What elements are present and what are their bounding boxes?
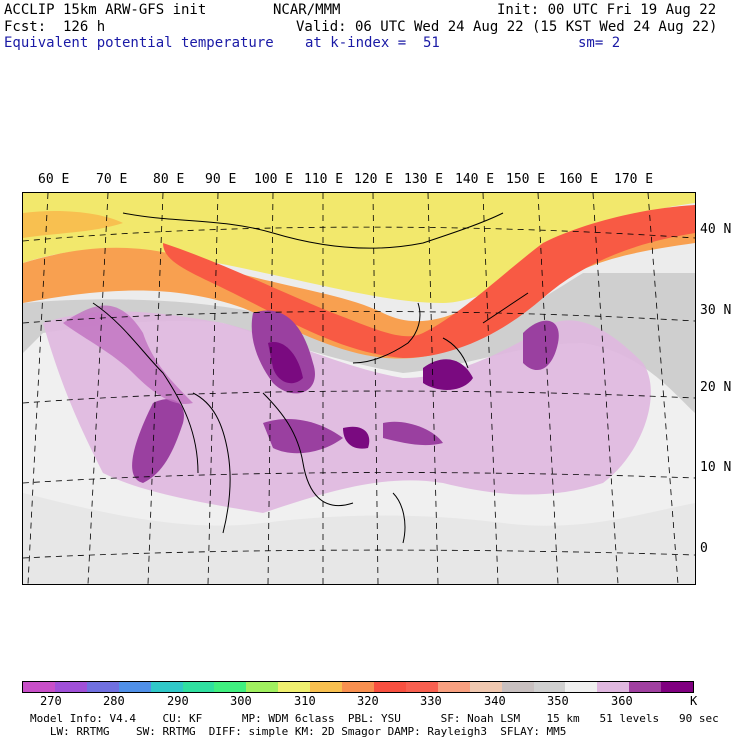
lat-label: 40 N <box>700 222 732 237</box>
colorbar-tick: 290 <box>167 694 189 708</box>
colorbar-swatch <box>246 682 279 692</box>
colorbar-swatch <box>501 682 534 692</box>
lat-label: 20 N <box>700 380 732 395</box>
colorbar-swatch <box>373 682 406 692</box>
colorbar-tick: 320 <box>357 694 379 708</box>
map-panel <box>22 192 696 585</box>
lon-label: 170 E <box>614 172 654 187</box>
lon-label: 70 E <box>96 172 128 187</box>
title-model: ACCLIP 15km ARW-GFS init <box>4 2 207 18</box>
lat-label: 0 <box>700 541 708 556</box>
model-info-line2: LW: RRTMG SW: RRTMG DIFF: simple KM: 2D … <box>30 725 567 738</box>
lat-label: 10 N <box>700 460 732 475</box>
lat-label: 30 N <box>700 303 732 318</box>
lon-label: 110 E <box>304 172 344 187</box>
model-info-line1: Model Info: V4.4 CU: KF MP: WDM 6class P… <box>30 712 719 725</box>
colorbar-swatch <box>629 682 662 692</box>
k-index: at k-index = 51 <box>305 35 440 51</box>
colorbar-swatch <box>86 682 119 692</box>
lon-label: 60 E <box>38 172 70 187</box>
colorbar-tick: 270 <box>40 694 62 708</box>
colorbar-tick: 360 <box>611 694 633 708</box>
lon-label: 130 E <box>404 172 444 187</box>
colorbar-swatch <box>469 682 502 692</box>
colorbar-tick: 310 <box>294 694 316 708</box>
smoothing: sm= 2 <box>578 35 621 51</box>
lon-label: 100 E <box>254 172 294 187</box>
colorbar-swatch <box>342 682 374 692</box>
colorbar-swatch <box>23 682 55 692</box>
colorbar-tick: 340 <box>484 694 506 708</box>
colorbar-swatch <box>310 682 343 692</box>
lon-label: 90 E <box>205 172 237 187</box>
colorbar-swatch <box>597 682 630 692</box>
colorbar-swatch <box>661 682 694 692</box>
colorbar-swatch <box>214 682 247 692</box>
colorbar-tick: 280 <box>103 694 125 708</box>
valid-time: Valid: 06 UTC Wed 24 Aug 22 (15 KST Wed … <box>296 19 718 35</box>
lon-label: 80 E <box>153 172 185 187</box>
colorbar-swatch <box>150 682 183 692</box>
colorbar-swatch <box>182 682 215 692</box>
colorbar-swatch <box>118 682 151 692</box>
colorbar-tick: 350 <box>547 694 569 708</box>
colorbar-tick: 330 <box>420 694 442 708</box>
lon-label: 150 E <box>506 172 546 187</box>
lon-label: 120 E <box>354 172 394 187</box>
lon-label: 160 E <box>559 172 599 187</box>
colorbar-unit: K <box>690 694 698 708</box>
field-name: Equivalent potential temperature <box>4 35 274 51</box>
colorbar-swatch <box>533 682 566 692</box>
colorbar-swatch <box>405 682 438 692</box>
title-org: NCAR/MMM <box>273 2 341 18</box>
forecast-hour: Fcst: 126 h <box>4 19 106 35</box>
colorbar-swatch <box>565 682 598 692</box>
colorbar <box>22 681 694 693</box>
lon-label: 140 E <box>455 172 495 187</box>
init-time: Init: 00 UTC Fri 19 Aug 22 <box>497 2 717 18</box>
colorbar-swatch <box>278 682 311 692</box>
colorbar-swatch <box>54 682 87 692</box>
colorbar-tick: 300 <box>230 694 252 708</box>
theta-e-field <box>23 193 695 584</box>
colorbar-swatch <box>437 682 470 692</box>
